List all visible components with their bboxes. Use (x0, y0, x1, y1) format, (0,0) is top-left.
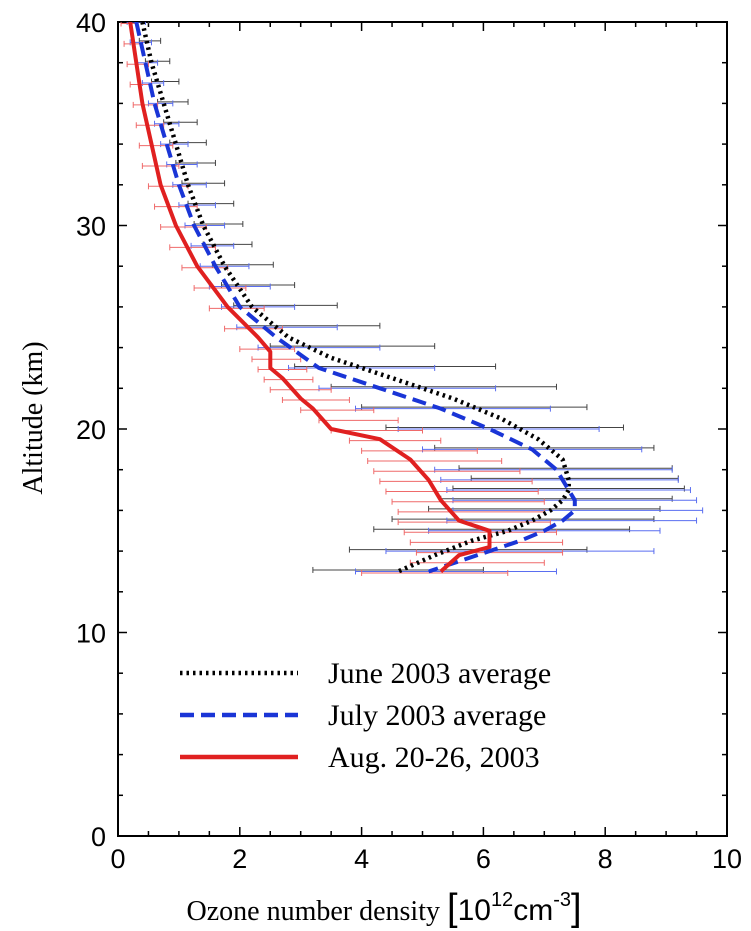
error-bar (385, 488, 539, 495)
error-bar (281, 396, 350, 403)
y-axis-title: Altitude (km) (18, 341, 49, 494)
error-bar (385, 424, 624, 431)
error-bar (391, 498, 545, 505)
x-tick-label: 2 (232, 844, 247, 874)
legend-label: July 2003 average (328, 699, 546, 732)
error-bar (269, 386, 332, 393)
error-bar (355, 568, 557, 575)
legend-label: June 2003 average (328, 657, 551, 690)
legend-label: Aug. 20-26, 2003 (328, 741, 540, 774)
axis-ticks: 0 2 4 6 8 10 0 10 20 30 40 (76, 8, 742, 874)
error-bar (348, 437, 442, 444)
y-tick-label: 30 (76, 212, 106, 242)
x-tick-label: 4 (354, 844, 369, 874)
x-tick-label: 10 (712, 844, 742, 874)
error-bar (403, 529, 557, 536)
unit-open-bracket: [ (447, 887, 458, 929)
y-tick-label: 0 (91, 822, 106, 852)
y-tick-label: 20 (76, 415, 106, 445)
error-bar (385, 548, 655, 555)
x-tick-label: 8 (598, 844, 613, 874)
error-bar (208, 305, 265, 312)
series-line (128, 22, 492, 573)
error-bar (367, 458, 503, 465)
unit-close-bracket: ] (571, 887, 582, 929)
error-bar (263, 376, 314, 383)
error-bar (409, 559, 545, 566)
error-bar (257, 366, 308, 373)
error-bar (379, 478, 533, 485)
x-axis-title: Ozone number density (187, 896, 441, 927)
error-bar (409, 539, 564, 546)
error-bars (120, 22, 704, 576)
error-bar (373, 468, 521, 475)
y-tick-label: 10 (76, 619, 106, 649)
error-bar (397, 519, 551, 526)
unit-cm: cm (513, 894, 553, 927)
unit-base: 10 (458, 894, 491, 927)
x-axis-unit: [1012cm-3] (447, 887, 582, 929)
unit-exponent-2: -3 (553, 889, 571, 911)
legend: June 2003 average July 2003 average Aug. 2… (180, 657, 551, 774)
y-tick-label: 40 (76, 8, 106, 38)
error-bar (361, 569, 509, 576)
unit-exponent: 12 (491, 889, 513, 911)
x-tick-label: 0 (110, 844, 125, 874)
x-tick-label: 6 (476, 844, 491, 874)
series-lines (128, 22, 577, 574)
error-bar (193, 285, 247, 292)
error-bar (361, 447, 478, 454)
series-line (140, 22, 571, 574)
